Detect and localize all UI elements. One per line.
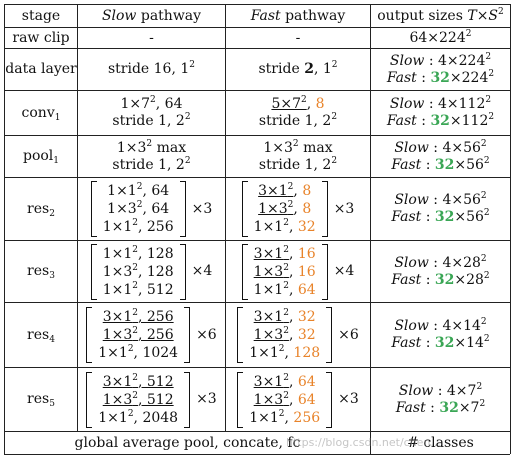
stage-data-layer: data layer [5,61,77,77]
res5-slow: 3×12, 512 1×32, 512 1×12, 2048 ×3 [78,368,225,431]
res2-slow: 1×12, 64 1×32, 64 1×12, 256 ×3 [78,178,225,240]
watermark: https://blog.csdn.net/chen... [286,436,441,449]
vrule-stage [77,4,78,431]
raw-clip-fast: - [295,29,301,46]
bracket-left [237,307,244,363]
stage-res4: res4 [27,326,55,345]
res5-fast: 3×12, 64 1×32, 64 1×12, 256 ×3 [226,368,370,431]
bracket-left [86,307,93,363]
bracket-left [86,371,93,428]
data-layer-fast: stride 2, 12 [258,60,338,78]
stage-conv1: conv1 [21,104,61,123]
rule-conv [4,135,510,136]
bracket-right [184,307,191,363]
pool1-slow: 1×32 max stride 1, 22 [112,138,191,173]
data-layer-output: Slow : 4×2242 Fast : 32×2242 [386,51,495,86]
res3-fast: 3×12, 16 1×32, 16 1×12, 64 ×4 [226,241,370,302]
rule-res2 [4,240,510,241]
bracket-right [179,243,186,300]
vrule-right [510,4,511,454]
bracket-left [90,243,97,300]
header-fast: Fast pathway [250,7,346,24]
rule-res4 [4,367,510,368]
bracket-left [237,371,244,428]
stage-res3: res3 [27,263,55,281]
res4-slow: 3×12, 256 1×32, 256 1×12, 1024 ×6 [78,303,225,367]
vrule-left [4,4,5,454]
res4-output: Slow : 4×142 Fast : 32×142 [391,317,490,352]
conv1-slow: 1×72, 64 stride 1, 22 [112,95,191,130]
header-output: output sizes T×S2 [377,6,504,24]
rule-res3 [4,302,510,303]
res2-output: Slow : 4×562 Fast : 32×562 [391,191,490,226]
bracket-right [184,371,191,428]
rule-top [4,4,510,5]
header-slow: Slow pathway [101,7,202,24]
rule-pool [4,177,510,178]
pool1-output: Slow : 4×562 Fast : 32×562 [391,138,490,173]
stage-res2: res2 [27,200,55,219]
res4-fast: 3×12, 32 1×32, 32 1×12, 128 ×6 [226,303,370,367]
vrule-slow [225,4,226,431]
header-stage: stage [21,7,61,24]
bracket-right [321,243,328,300]
final-row-output: # classes [407,434,474,451]
stage-res5: res5 [27,391,55,409]
bracket-left [90,181,97,237]
pool1-fast: 1×32 max stride 1, 22 [258,138,338,173]
bracket-left [241,181,248,237]
bracket-right [321,181,328,237]
bracket-left [241,243,248,300]
vrule-fast [370,4,371,454]
bracket-right [326,371,333,428]
rule-res5 [4,431,510,432]
rule-bottom [4,454,510,455]
stage-pool1: pool1 [22,148,60,166]
rule-header [4,27,510,28]
res3-output: Slow : 4×282 Fast : 32×282 [391,253,490,288]
res5-output: Slow : 4×72 Fast : 32×72 [395,381,486,416]
rule-data [4,90,510,91]
raw-clip-slow: - [149,29,154,46]
res2-fast: 3×12, 8 1×32, 8 1×12, 32 ×3 [226,178,370,240]
raw-clip-output: 64×2242 [409,28,472,46]
conv1-fast: 5×72, 8 stride 1, 22 [258,95,338,130]
stage-raw-clip: raw clip [12,29,70,46]
bracket-right [326,307,333,363]
data-layer-slow: stride 16, 12 [107,60,196,78]
res3-slow: 1×12, 128 1×32, 128 1×12, 512 ×4 [78,241,225,302]
final-row-head: global average pool, concate, fc [74,434,301,451]
bracket-right [179,181,186,237]
rule-raw [4,48,510,49]
conv1-output: Slow : 4×1122 Fast : 32×1122 [386,95,495,130]
